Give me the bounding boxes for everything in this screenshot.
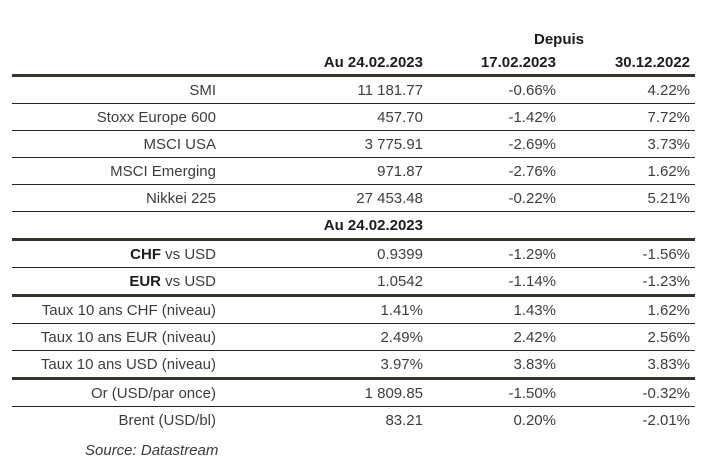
table-row-chf-usd: CHF vs USD 0.9399 -1.29% -1.56%: [12, 239, 696, 268]
empty-cell: [556, 211, 696, 241]
row-label-cell: Taux 10 ans USD (niveau): [12, 350, 218, 380]
value-current: 3.97%: [218, 350, 423, 380]
row-label: MSCI Emerging: [110, 162, 216, 180]
row-label-cell: EUR vs USD: [12, 267, 218, 297]
table-row-eur-usd: EUR vs USD 1.0542 -1.14% -1.23%: [12, 267, 696, 297]
value-current: 1.41%: [218, 295, 423, 324]
value-current: 1.0542: [218, 267, 423, 297]
value-current: 11 181.77: [218, 75, 423, 104]
table-row-taux-eur: Taux 10 ans EUR (niveau) 2.49% 2.42% 2.5…: [12, 323, 696, 351]
value-since-30-12: 1.62%: [556, 295, 696, 324]
value-since-17-02: -0.22%: [423, 184, 556, 212]
empty-cell: [12, 28, 218, 50]
value-since-30-12: 3.73%: [556, 130, 696, 158]
table-row-nikkei: Nikkei 225 27 453.48 -0.22% 5.21%: [12, 184, 696, 212]
row-label: Taux 10 ans CHF (niveau): [41, 301, 216, 319]
row-label: Nikkei 225: [145, 189, 216, 207]
value-since-17-02: -0.66%: [423, 75, 556, 104]
row-label: vs USD: [160, 245, 216, 263]
value-since-30-12: 3.83%: [556, 350, 696, 380]
row-label: Taux 10 ans EUR (niveau): [40, 328, 216, 346]
value-since-30-12: -1.23%: [556, 267, 696, 297]
mid-header-row: Au 24.02.2023: [12, 211, 696, 241]
table-row-brent: Brent (USD/bl) 83.21 0.20% -2.01%: [12, 407, 695, 434]
table-row-smi: SMI 11 181.77 -0.66% 4.22%: [12, 75, 696, 104]
value-since-17-02: -1.42%: [423, 103, 556, 131]
row-label-cell: Taux 10 ans CHF (niveau): [12, 295, 218, 324]
row-label: Stoxx Europe 600: [96, 108, 216, 126]
row-label-cell: Or (USD/par once): [12, 378, 218, 407]
row-label-bold: EUR: [129, 272, 161, 290]
value-since-30-12: 2.56%: [556, 323, 696, 351]
source-row: Source: Datastream: [12, 433, 695, 461]
value-since-17-02: 3.83%: [423, 350, 556, 380]
value-since-17-02: -1.50%: [423, 378, 556, 407]
mid-header-current: Au 24.02.2023: [218, 211, 423, 241]
row-label: Taux 10 ans USD (niveau): [40, 355, 216, 373]
value-since-17-02: 0.20%: [513, 411, 556, 429]
source-note: Source: Datastream: [85, 441, 219, 459]
row-label: Brent (USD/bl): [118, 411, 216, 429]
value-since-17-02: -2.76%: [423, 157, 556, 185]
depuis-header-row: Depuis: [12, 28, 695, 50]
row-label-cell: Stoxx Europe 600: [12, 103, 218, 131]
row-label-cell: MSCI Emerging: [12, 157, 218, 185]
row-label-cell: Nikkei 225: [12, 184, 218, 212]
table-row-taux-chf: Taux 10 ans CHF (niveau) 1.41% 1.43% 1.6…: [12, 295, 696, 324]
value-current: 3 775.91: [218, 130, 423, 158]
column-header-since-17-02: 17.02.2023: [423, 50, 556, 77]
value-current: 83.21: [385, 411, 423, 429]
value-current: 457.70: [218, 103, 423, 131]
column-header-current: Au 24.02.2023: [218, 50, 423, 77]
value-since-30-12: -1.56%: [556, 239, 696, 268]
table-row-stoxx: Stoxx Europe 600 457.70 -1.42% 7.72%: [12, 103, 696, 131]
value-current: 2.49%: [218, 323, 423, 351]
row-label: SMI: [189, 81, 216, 99]
table-row-msci-emerging: MSCI Emerging 971.87 -2.76% 1.62%: [12, 157, 696, 185]
depuis-label: Depuis: [534, 30, 585, 48]
value-current: 971.87: [218, 157, 423, 185]
row-label-bold: CHF: [130, 245, 161, 263]
value-current: 1 809.85: [218, 378, 423, 407]
table-row-or: Or (USD/par once) 1 809.85 -1.50% -0.32%: [12, 378, 696, 407]
value-since-17-02: -1.29%: [423, 239, 556, 268]
row-label-cell: MSCI USA: [12, 130, 218, 158]
empty-cell: [12, 50, 218, 77]
value-since-30-12: 5.21%: [556, 184, 696, 212]
row-label: vs USD: [160, 272, 216, 290]
value-since-30-12: 4.22%: [556, 75, 696, 104]
column-header-row: Au 24.02.2023 17.02.2023 30.12.2022: [12, 50, 696, 77]
market-table: Depuis Au 24.02.2023 17.02.2023 30.12.20…: [12, 28, 696, 461]
row-label-cell: Brent (USD/bl): [12, 407, 218, 434]
value-current: 27 453.48: [218, 184, 423, 212]
value-since-17-02: 2.42%: [423, 323, 556, 351]
row-label-cell: CHF vs USD: [12, 239, 218, 268]
row-label-cell: Taux 10 ans EUR (niveau): [12, 323, 218, 351]
value-since-17-02: 1.43%: [423, 295, 556, 324]
empty-cell: [218, 28, 423, 50]
value-since-17-02: -2.69%: [423, 130, 556, 158]
value-since-30-12: -0.32%: [556, 378, 696, 407]
row-label-cell: SMI: [12, 75, 218, 104]
empty-cell: [423, 211, 556, 241]
table-row-taux-usd: Taux 10 ans USD (niveau) 3.97% 3.83% 3.8…: [12, 350, 696, 380]
value-current: 0.9399: [218, 239, 423, 268]
value-since-30-12: 7.72%: [556, 103, 696, 131]
row-label: Or (USD/par once): [90, 384, 216, 402]
row-label: MSCI USA: [143, 135, 216, 153]
value-since-17-02: -1.14%: [423, 267, 556, 297]
column-header-since-30-12: 30.12.2022: [556, 50, 696, 77]
table-row-msci-usa: MSCI USA 3 775.91 -2.69% 3.73%: [12, 130, 696, 158]
empty-cell: [12, 211, 218, 241]
value-since-30-12: -2.01%: [642, 411, 691, 429]
value-since-30-12: 1.62%: [556, 157, 696, 185]
